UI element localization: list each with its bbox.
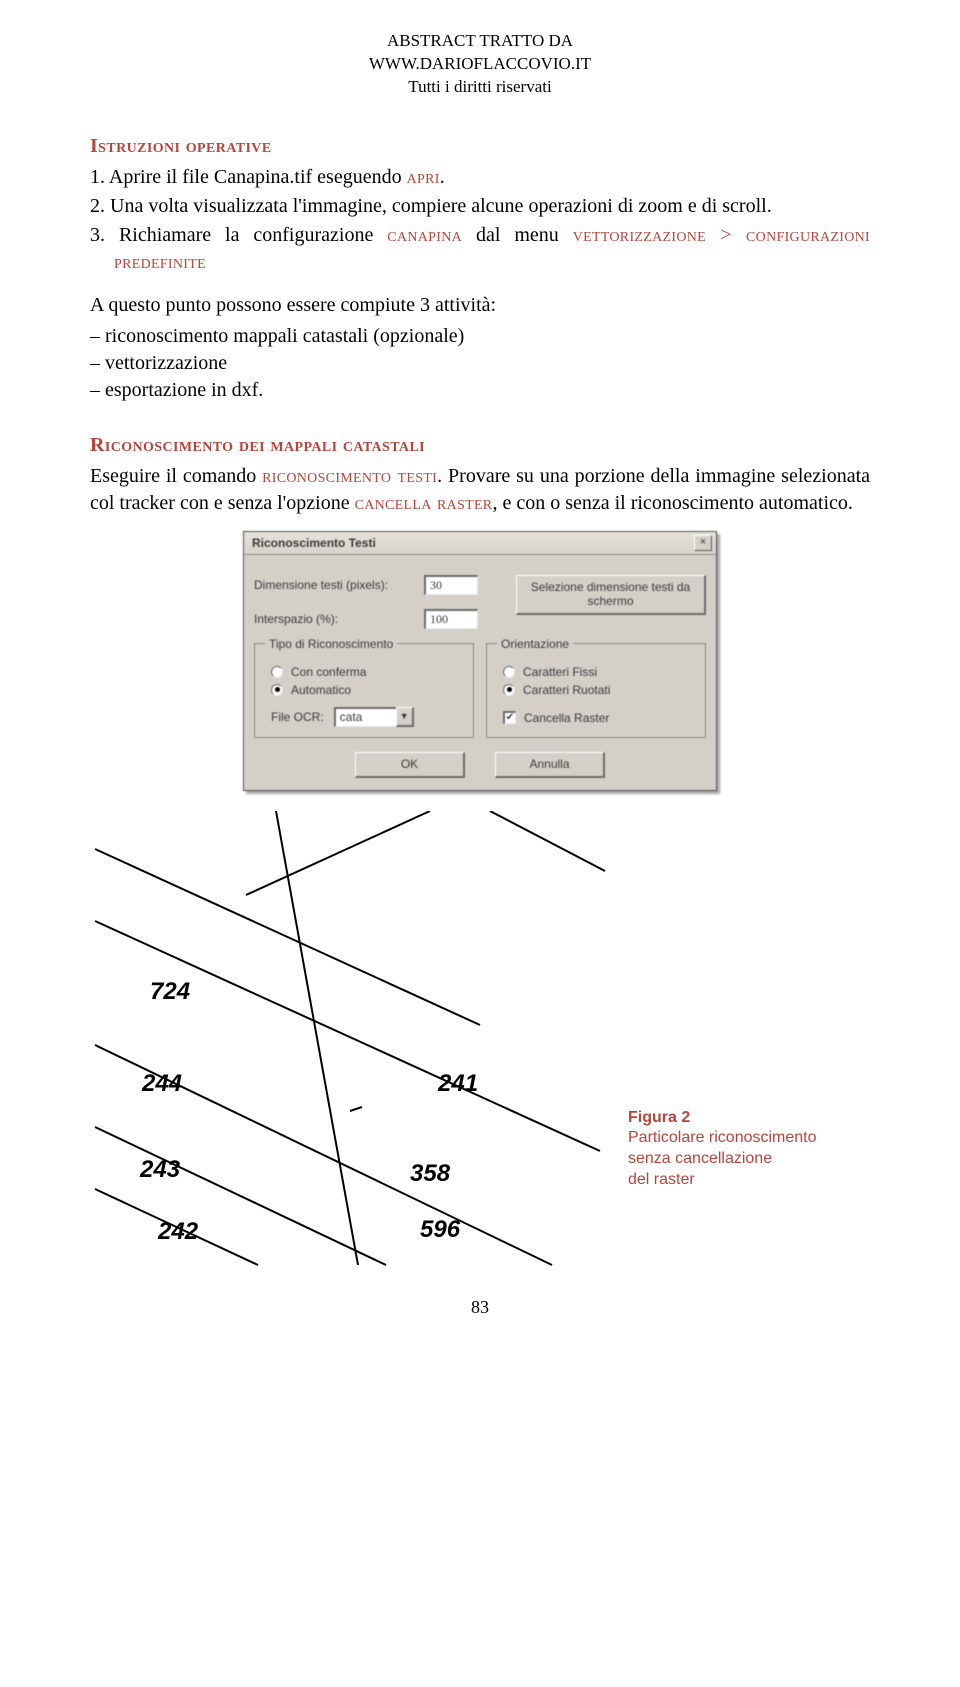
radio-con-conferma[interactable]: Con conferma [271,665,463,679]
annulla-button[interactable]: Annulla [495,752,605,778]
section-title-1: Istruzioni operative [90,135,870,158]
radio-label: Caratteri Fissi [523,665,597,679]
paragraph: A questo punto possono essere compiute 3… [90,292,870,319]
li-sc: apri [407,166,440,188]
caption-line: senza cancellazione [628,1149,817,1170]
list-item: 3. Richiamare la configurazione canapina… [90,222,870,276]
page-number: 83 [90,1297,870,1318]
input-dimensione[interactable]: 30 [424,575,478,595]
raster-figure: 724 244 243 242 241 358 596 [90,811,610,1271]
list-item: riconoscimento mappali catastali (opzion… [90,323,870,350]
file-ocr-value: cata [334,707,396,727]
radio-caratteri-fissi[interactable]: Caratteri Fissi [503,665,695,679]
list-item: 2. Una volta visualizzata l'immagine, co… [90,193,870,220]
group-orientazione: Orientazione Caratteri Fissi Caratteri R… [486,637,706,738]
radio-icon [503,666,515,678]
paragraph: Eseguire il comando riconoscimento testi… [90,463,870,517]
group-tipo-legend: Tipo di Riconoscimento [265,637,397,651]
radio-label: Caratteri Ruotati [523,683,610,697]
svg-text:724: 724 [150,978,190,1005]
p2-sc: riconoscimento testi [262,465,437,487]
button-selezione-dimensione[interactable]: Selezione dimensione testi da schermo [516,575,706,615]
list-item: 1. Aprire il file Canapina.tif eseguendo… [90,164,870,191]
file-ocr-row: File OCR: cata ▼ [271,707,463,727]
check-icon: ✔ [503,711,516,724]
svg-text:243: 243 [139,1156,181,1183]
list-item: vettorizzazione [90,350,870,377]
ok-button[interactable]: OK [355,752,465,778]
radio-icon [271,684,283,696]
radio-caratteri-ruotati[interactable]: Caratteri Ruotati [503,683,695,697]
li-num: 3. [90,224,105,246]
close-button[interactable]: × [694,535,712,551]
file-ocr-combo[interactable]: cata ▼ [334,707,414,727]
titlebar: Riconoscimento Testi × [244,532,716,555]
label-interspazio: Interspazio (%): [254,612,424,626]
caption-line: del raster [628,1170,817,1191]
header-line: WWW.DARIOFLACCOVIO.IT [90,53,870,76]
dialog-riconoscimento-testi: Riconoscimento Testi × Dimensione testi … [243,531,717,791]
li-sc: canapina [387,224,462,246]
dialog-title: Riconoscimento Testi [252,536,376,550]
groups-row: Tipo di Riconoscimento Con conferma Auto… [254,637,706,738]
input-interspazio[interactable]: 100 [424,609,478,629]
header-line: ABSTRACT TRATTO DA [90,30,870,53]
radio-label: Con conferma [291,665,366,679]
checkbox-cancella-raster[interactable]: ✔ Cancella Raster [503,711,695,725]
radio-label: Automatico [291,683,351,697]
caption-line: Particolare riconoscimento [628,1128,817,1149]
svg-text:244: 244 [141,1070,182,1097]
figure-wrap: 724 244 243 242 241 358 596 Figura 2 Particola… [90,811,870,1271]
p2-pre: Eseguire il comando [90,465,262,487]
numbered-list: 1. Aprire il file Canapina.tif eseguendo… [90,164,870,276]
svg-text:596: 596 [420,1216,461,1243]
li-text: . [440,166,445,188]
doc-header: ABSTRACT TRATTO DA WWW.DARIOFLACCOVIO.IT… [90,30,870,99]
header-line: Tutti i diritti riservati [90,76,870,99]
figure-caption: Figura 2 Particolare riconoscimento senz… [628,1108,817,1271]
svg-text:241: 241 [437,1070,478,1097]
section-title-text: Riconoscimento dei mappali catastali [90,434,425,456]
checkbox-label: Cancella Raster [524,711,609,725]
caption-bold: Figura 2 [628,1108,817,1129]
dash-list: riconoscimento mappali catastali (opzion… [90,323,870,404]
li-text: Richiamare la configurazione [119,224,387,246]
chevron-down-icon: ▼ [396,707,414,727]
radio-icon [503,684,515,696]
svg-text:242: 242 [157,1218,199,1245]
close-icon: × [700,537,706,548]
row-dimensione: Dimensione testi (pixels): 30 Selezione … [254,565,706,605]
radio-icon [271,666,283,678]
radio-automatico[interactable]: Automatico [271,683,463,697]
li-text: Una volta visualizzata l'immagine, compi… [110,195,772,217]
group-orient-legend: Orientazione [497,637,573,651]
li-num: 1. [90,166,105,188]
li-text: Aprire il file Canapina.tif eseguendo [109,166,407,188]
file-ocr-label: File OCR: [271,710,324,724]
button-bar: OK Annulla [254,752,706,778]
li-text: dal menu [462,224,573,246]
label-dimensione: Dimensione testi (pixels): [254,578,424,592]
svg-text:358: 358 [410,1160,451,1187]
list-item: esportazione in dxf. [90,377,870,404]
group-tipo: Tipo di Riconoscimento Con conferma Auto… [254,637,474,738]
dialog-body: Dimensione testi (pixels): 30 Selezione … [244,555,716,790]
li-num: 2. [90,195,105,217]
section-title-text: Istruzioni operative [90,135,272,157]
p2-sc: cancella raster [355,492,493,514]
p2-post: , e con o senza il riconoscimento automa… [492,492,852,514]
section-title-2: Riconoscimento dei mappali catastali [90,434,870,457]
